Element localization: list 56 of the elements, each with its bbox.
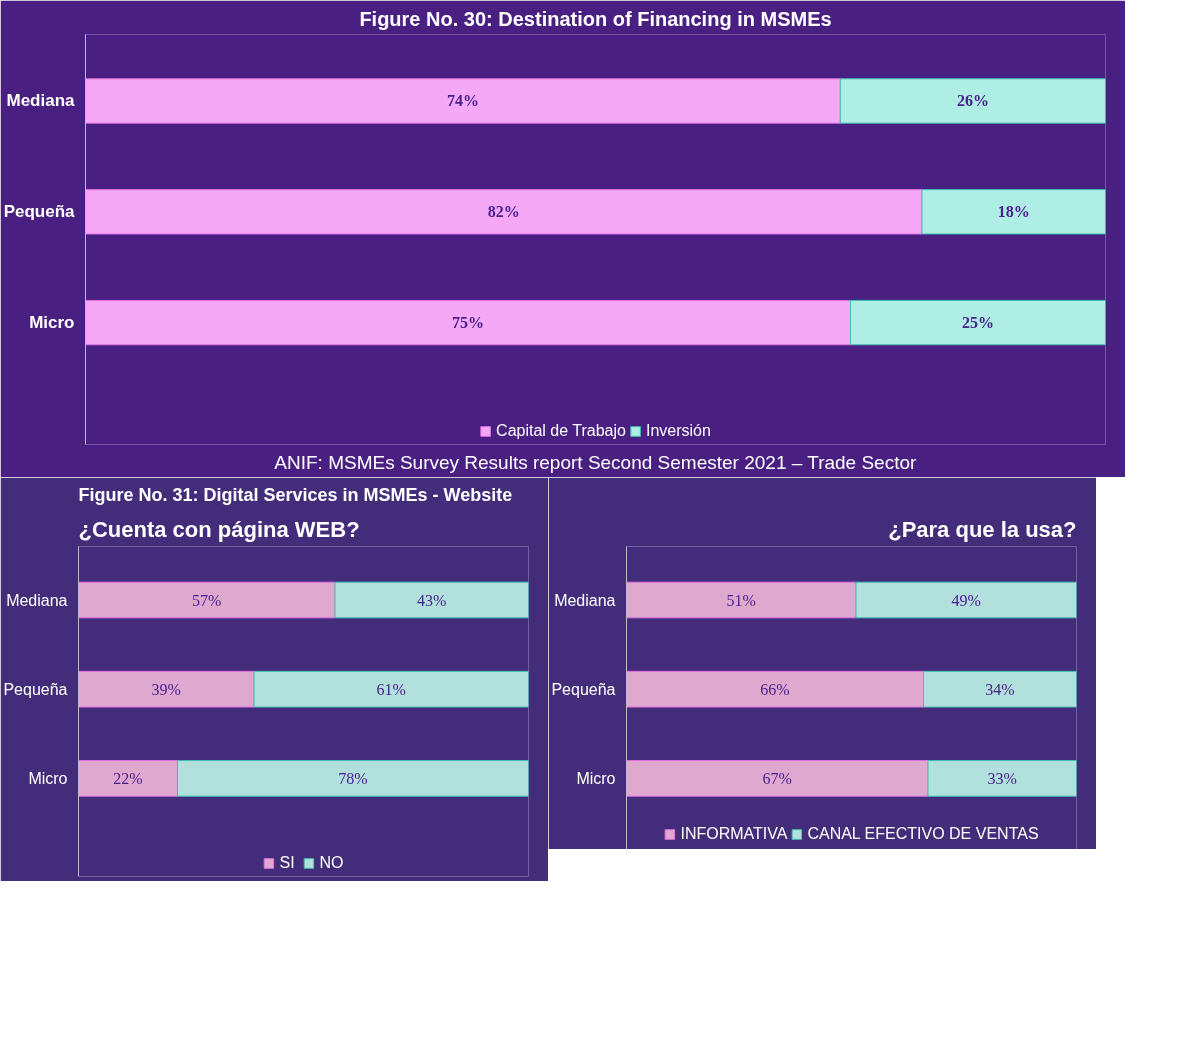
data-label: 82% [487, 203, 520, 221]
bar [921, 189, 1106, 235]
bar [626, 581, 857, 619]
data-label: 25% [962, 314, 994, 332]
text: ANIF: MSMEs Survey Results report Second Semester 2021 – Trade Sector [274, 451, 918, 473]
y-tick-label: Pequeña [551, 680, 616, 698]
data-label: 57% [192, 591, 222, 609]
data-label: 33% [987, 769, 1017, 787]
data-label: 78% [338, 769, 368, 787]
chart-subtitle: ¿Cuenta con página WEB? [78, 516, 360, 542]
data-label: 39% [151, 680, 181, 698]
y-tick-label: Pequeña [3, 202, 76, 222]
data-label: 75% [452, 314, 484, 332]
data-label: 66% [760, 680, 790, 698]
y-tick-label: Pequeña [3, 680, 68, 698]
bar [626, 670, 924, 708]
bar [78, 760, 178, 797]
data-label: 51% [726, 591, 756, 609]
bar [626, 760, 929, 797]
data-label: 74% [446, 92, 479, 110]
bar [855, 581, 1077, 619]
legend-label: INFORMATIVA [680, 825, 788, 844]
y-tick-label: Mediana [554, 591, 616, 609]
bar [85, 299, 851, 346]
bar [78, 581, 336, 619]
bar [253, 670, 529, 708]
data-label: 43% [417, 591, 447, 609]
data-label: 18% [997, 203, 1030, 221]
bar [927, 760, 1077, 797]
bar [85, 189, 923, 235]
data-label: 61% [376, 680, 406, 698]
bar [85, 78, 841, 124]
chart-subtitle: ¿Para que la usa? [888, 516, 1077, 542]
chart-title: Figure No. 31: Digital Services in MSMEs - Website [78, 484, 513, 505]
bar [923, 670, 1077, 708]
data-label: 67% [762, 769, 792, 787]
bar [78, 670, 255, 708]
legend-label: NO [319, 854, 344, 872]
y-tick-label: Micro [576, 769, 616, 787]
bar [839, 78, 1106, 124]
bar [850, 299, 1106, 346]
bar [334, 581, 529, 619]
chart-title: Figure No. 30: Destination of Financing in MSMEs [359, 7, 832, 30]
data-label: 49% [951, 591, 981, 609]
data-label: 34% [985, 680, 1015, 698]
y-tick-label: Micro [28, 769, 68, 787]
y-tick-label: Micro [29, 313, 75, 333]
legend-label: SI [279, 854, 296, 872]
y-tick-label: Mediana [6, 591, 68, 609]
y-tick-label: Mediana [6, 91, 76, 111]
bar [177, 760, 529, 797]
data-label: 26% [956, 92, 989, 110]
legend-label: CANAL EFECTIVO DE VENTAS [807, 825, 1039, 844]
legend-label: Capital de Trabajo [496, 422, 626, 440]
data-label: 22% [113, 769, 143, 787]
legend-label: Inversión [645, 422, 711, 440]
